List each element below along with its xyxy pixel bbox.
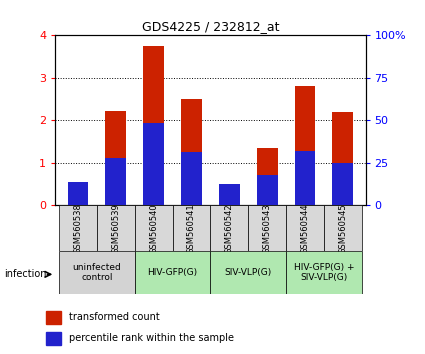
Text: GSM560543: GSM560543 [263, 203, 272, 254]
Bar [332, 112, 353, 205]
Bar [143, 46, 164, 205]
Bar [295, 86, 315, 205]
Bar [46, 332, 61, 345]
Text: GSM560538: GSM560538 [74, 203, 82, 254]
Bar [286, 251, 362, 294]
Bar [46, 311, 61, 324]
Bar [135, 251, 210, 294]
Text: HIV-GFP(G) +
SIV-VLP(G): HIV-GFP(G) + SIV-VLP(G) [294, 263, 354, 282]
Text: uninfected
control: uninfected control [73, 263, 121, 282]
Bar [68, 182, 88, 205]
Bar [219, 186, 240, 205]
Bar [210, 205, 248, 251]
Bar [97, 205, 135, 251]
Bar [135, 205, 173, 251]
Bar [248, 205, 286, 251]
Bar [332, 163, 353, 205]
Text: infection: infection [4, 269, 47, 279]
Text: GSM560545: GSM560545 [338, 203, 347, 254]
Text: percentile rank within the sample: percentile rank within the sample [69, 333, 234, 343]
Bar [173, 205, 210, 251]
Text: GSM560544: GSM560544 [300, 203, 309, 254]
Bar [181, 152, 202, 205]
Bar [181, 99, 202, 205]
Bar [105, 111, 126, 205]
Bar [59, 205, 97, 251]
Text: GSM560542: GSM560542 [225, 203, 234, 254]
Text: SIV-VLP(G): SIV-VLP(G) [224, 268, 272, 277]
Bar [219, 184, 240, 205]
Bar [295, 151, 315, 205]
Bar [68, 188, 88, 205]
Bar [59, 251, 135, 294]
Text: GSM560540: GSM560540 [149, 203, 158, 254]
Bar [210, 251, 286, 294]
Bar [286, 205, 324, 251]
Bar [105, 158, 126, 205]
Bar [143, 123, 164, 205]
Bar [257, 148, 278, 205]
Text: transformed count: transformed count [69, 312, 159, 322]
Bar [257, 175, 278, 205]
Text: HIV-GFP(G): HIV-GFP(G) [147, 268, 198, 277]
Bar [324, 205, 362, 251]
Title: GDS4225 / 232812_at: GDS4225 / 232812_at [142, 20, 279, 33]
Text: GSM560541: GSM560541 [187, 203, 196, 254]
Text: GSM560539: GSM560539 [111, 203, 120, 254]
